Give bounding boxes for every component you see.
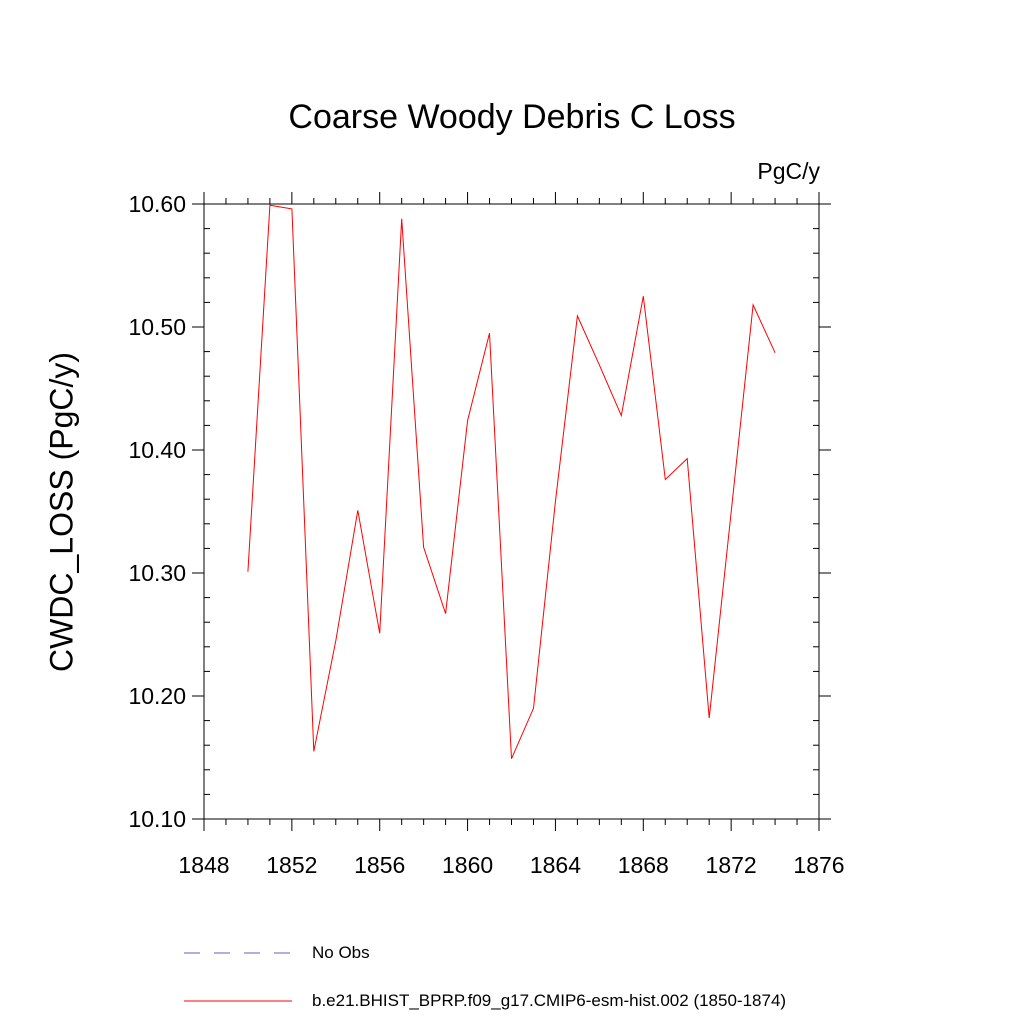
data-point xyxy=(291,208,292,209)
x-tick-label: 1876 xyxy=(793,852,844,878)
x-tick-label: 1864 xyxy=(530,852,581,878)
data-point xyxy=(401,218,402,219)
data-point xyxy=(687,458,688,459)
x-axis: 1848 1852 1856 1860 1864 1868 1872 1876 xyxy=(178,192,845,878)
data-point xyxy=(269,205,270,206)
data-point xyxy=(445,613,446,614)
data-point xyxy=(731,512,732,513)
data-point xyxy=(621,415,622,416)
legend-label-no-obs: No Obs xyxy=(312,943,370,962)
y-tick-label: 10.50 xyxy=(128,314,186,340)
x-tick-label: 1848 xyxy=(178,852,229,878)
y-axis: 10.10 10.20 10.30 10.40 10.50 10.60 xyxy=(128,191,831,832)
y-tick-label: 10.60 xyxy=(128,191,186,217)
data-point xyxy=(423,547,424,548)
data-point xyxy=(511,758,512,759)
data-point xyxy=(643,296,644,297)
x-tick-label: 1860 xyxy=(442,852,493,878)
x-tick-label: 1852 xyxy=(266,852,317,878)
x-tick-label: 1868 xyxy=(618,852,669,878)
y-tick-label: 10.40 xyxy=(128,437,186,463)
data-point xyxy=(357,510,358,511)
x-tick-label: 1856 xyxy=(354,852,405,878)
legend-label-model-run: b.e21.BHIST_BPRP.f09_g17.CMIP6-esm-hist.… xyxy=(312,991,787,1010)
data-point xyxy=(533,708,534,709)
data-point xyxy=(709,718,710,719)
legend xyxy=(184,952,292,1002)
data-point xyxy=(665,479,666,480)
y-tick-label: 10.20 xyxy=(128,683,186,709)
data-point xyxy=(379,633,380,634)
data-point xyxy=(753,304,754,305)
plot-frame xyxy=(203,203,820,820)
data-point xyxy=(247,571,248,572)
data-point xyxy=(489,333,490,334)
data-point xyxy=(775,352,776,353)
x-tick-label: 1872 xyxy=(706,852,757,878)
series-line xyxy=(247,204,776,759)
data-point xyxy=(555,501,556,502)
data-point xyxy=(599,365,600,366)
data-point xyxy=(313,751,314,752)
y-tick-label: 10.10 xyxy=(128,806,186,832)
chart-title: Coarse Woody Debris C Loss xyxy=(288,98,736,136)
series-layer xyxy=(247,204,776,759)
units-label: PgC/y xyxy=(757,158,820,184)
data-point xyxy=(467,420,468,421)
data-point xyxy=(577,315,578,316)
data-point xyxy=(335,640,336,641)
y-tick-label: 10.30 xyxy=(128,560,186,586)
